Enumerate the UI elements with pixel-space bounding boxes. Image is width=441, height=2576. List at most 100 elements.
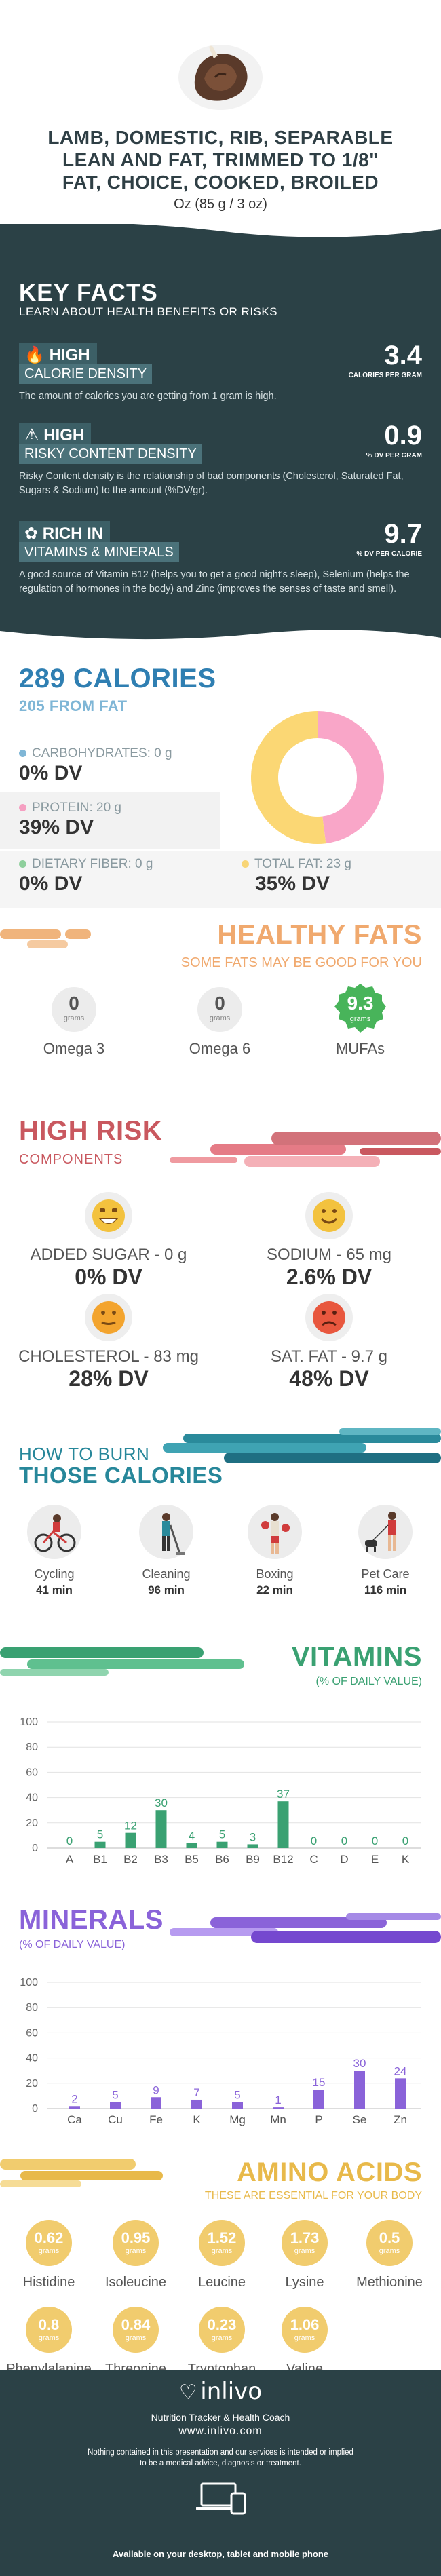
vitamin-bar xyxy=(155,1810,167,1848)
vitamins-decoration xyxy=(0,1647,244,1676)
high-risk-subtitle: COMPONENTS xyxy=(19,1152,123,1167)
vitamins-subtitle: (% OF DAILY VALUE) xyxy=(315,1676,422,1687)
sat-fat-dv: 48% DV xyxy=(289,1366,369,1391)
amino-subtitle: THESE ARE ESSENTIAL FOR YOUR BODY xyxy=(204,2190,422,2202)
sat-fat-label: SAT. FAT - 9.7 g xyxy=(270,1347,388,1366)
total-fat-label: TOTAL FAT: 23 g xyxy=(242,857,351,872)
brand-row: ♡ inlivo xyxy=(0,2378,441,2405)
vitamins-title: VITAMINS xyxy=(291,1642,422,1672)
vitamin-value-label: 0 xyxy=(372,1834,378,1847)
vitamin-bar xyxy=(125,1832,136,1848)
risky-density-level: ⚠ HIGH xyxy=(19,423,92,444)
mineral-bar xyxy=(273,2107,284,2109)
calories-donut-chart xyxy=(251,711,384,844)
donut-slice-protein xyxy=(317,711,384,844)
vitamin-bar xyxy=(216,1841,228,1848)
omega3-circle: 0 grams xyxy=(52,987,96,1032)
footer: ♡ inlivo Nutrition Tracker & Health Coac… xyxy=(0,2370,441,2576)
vitamin-ytick: 100 xyxy=(20,1716,38,1728)
leaf-icon: ✿ xyxy=(24,524,39,543)
mineral-bar xyxy=(313,2090,324,2109)
cycling-label: Cycling xyxy=(34,1567,75,1581)
amino-title: AMINO ACIDS xyxy=(237,2157,422,2187)
mineral-category-label: Zn xyxy=(394,2113,407,2126)
vitamin-category-label: B12 xyxy=(273,1853,293,1866)
serving-size: Oz (85 g / 3 oz) xyxy=(174,197,267,212)
vitamin-category-label: C xyxy=(309,1853,318,1866)
risky-density-unit: % DV PER GRAM xyxy=(366,452,422,459)
vitamin-value-label: 0 xyxy=(311,1834,317,1847)
mineral-category-label: Mg xyxy=(229,2113,246,2126)
vitamin-value-label: 0 xyxy=(341,1834,347,1847)
added-sugar-label: ADDED SUGAR - 0 g xyxy=(30,1246,187,1264)
flame-icon: 🔥 xyxy=(24,346,45,364)
mineral-category-label: K xyxy=(193,2113,201,2126)
footer-url[interactable]: www.inlivo.com xyxy=(178,2425,263,2437)
vitamin-category-label: A xyxy=(66,1853,74,1866)
vitamin-ytick: 20 xyxy=(26,1818,38,1829)
risky-density-value: 0.9 xyxy=(384,421,422,450)
vitamin-value-label: 30 xyxy=(155,1796,168,1809)
mineral-category-label: Se xyxy=(353,2113,367,2126)
high-risk-title: HIGH RISK xyxy=(19,1116,163,1146)
vitamin-bar xyxy=(186,1843,197,1848)
mufa-value: 9.3 xyxy=(347,993,374,1014)
vitamin-value-label: 12 xyxy=(124,1820,137,1832)
mineral-ytick: 0 xyxy=(32,2103,38,2115)
vitamins-minerals-unit: % DV PER CALORIE xyxy=(356,550,422,558)
calorie-density-name: CALORIE DENSITY xyxy=(19,364,153,384)
minerals-subtitle: (% OF DAILY VALUE) xyxy=(19,1939,126,1950)
mineral-value-label: 2 xyxy=(71,2092,77,2105)
boxing-icon xyxy=(248,1505,302,1559)
vitamin-category-label: D xyxy=(340,1853,348,1866)
vitamin-category-label: E xyxy=(371,1853,379,1866)
vitamin-category-label: B5 xyxy=(185,1853,199,1866)
vitamins-minerals-level: ✿ RICH IN xyxy=(19,521,111,543)
cholesterol-label: CHOLESTEROL - 83 mg xyxy=(18,1347,199,1366)
food-image xyxy=(174,39,267,113)
vitamin-ytick: 60 xyxy=(26,1767,38,1778)
footer-disclaimer: Nothing contained in this presentation a… xyxy=(88,2448,353,2467)
vitamin-value-label: 4 xyxy=(189,1830,195,1843)
donut-slice-fat xyxy=(251,711,326,844)
amino-decoration xyxy=(0,2159,163,2187)
healthy-fats-decoration xyxy=(0,929,91,948)
mineral-value-label: 24 xyxy=(394,2064,407,2077)
dietary-fiber-label: DIETARY FIBER: 0 g xyxy=(19,857,153,872)
vitamins-minerals-name: VITAMINS & MINERALS xyxy=(19,542,179,562)
fiber-band xyxy=(0,851,441,908)
burn-title-top: HOW TO BURN xyxy=(19,1444,150,1464)
mineral-bar xyxy=(354,2071,365,2109)
vitamin-bar xyxy=(247,1844,258,1848)
food-title: LAMB, DOMESTIC, RIB, SEPARABLE LEAN AND … xyxy=(47,127,394,193)
leucine-circle: 1.52 grams xyxy=(199,2220,245,2266)
isoleucine-circle: 0.95 grams xyxy=(113,2220,159,2266)
heart-logo-icon: ♡ xyxy=(178,2381,197,2404)
cleaning-minutes: 96 min xyxy=(148,1583,185,1596)
healthy-fats-subtitle: SOME FATS MAY BE GOOD FOR YOU xyxy=(180,955,422,970)
vitamin-category-label: B1 xyxy=(93,1853,107,1866)
omega6-circle: 0 grams xyxy=(197,987,242,1032)
sodium-dv: 2.6% DV xyxy=(286,1265,372,1289)
omega3-label: Omega 3 xyxy=(43,1040,105,1057)
dietary-fiber-dv: 0% DV xyxy=(19,872,83,895)
phenylalanine-circle: 0.8 grams xyxy=(26,2307,72,2353)
leucine-label: Leucine xyxy=(197,2275,246,2290)
histidine-label: Histidine xyxy=(22,2275,75,2290)
key-facts-title: KEY FACTS xyxy=(19,280,158,306)
risky-density-desc: Risky Content density is the relationshi… xyxy=(19,471,404,496)
carbohydrates-dv: 0% DV xyxy=(19,762,83,784)
calories-title: 289 CALORIES xyxy=(19,664,216,693)
mineral-value-label: 5 xyxy=(112,2089,118,2102)
burn-decoration xyxy=(163,1428,441,1463)
valine-circle: 1.06 grams xyxy=(282,2307,328,2353)
mufa-unit: grams xyxy=(349,1015,371,1023)
mineral-bar xyxy=(232,2102,243,2109)
mineral-ytick: 20 xyxy=(26,2078,38,2090)
burn-title-bottom: THOSE CALORIES xyxy=(19,1463,223,1488)
vitamin-category-label: K xyxy=(402,1853,410,1866)
mineral-category-label: Ca xyxy=(67,2113,82,2126)
mineral-ytick: 80 xyxy=(26,2002,38,2014)
pet-care-minutes: 116 min xyxy=(364,1583,407,1596)
